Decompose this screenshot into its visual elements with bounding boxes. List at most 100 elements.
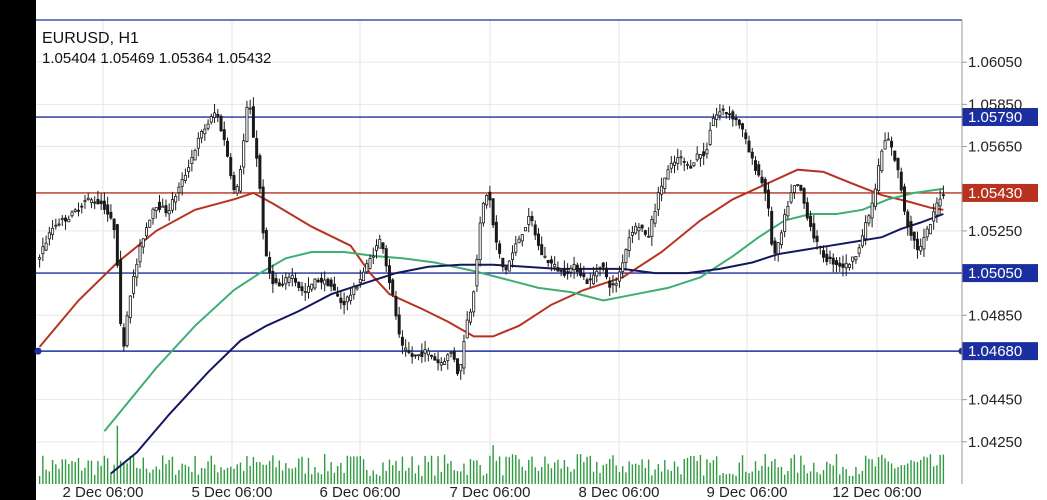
candle-body: [206, 123, 210, 129]
candle-body: [80, 205, 84, 208]
candle-body: [332, 283, 336, 291]
candle-body: [566, 271, 570, 275]
candle-body: [851, 256, 855, 262]
candle-body: [41, 246, 45, 255]
candle-body: [728, 113, 732, 116]
candle-body: [575, 264, 579, 273]
candle-body: [899, 171, 903, 191]
candle-body: [413, 354, 417, 357]
candle-body: [115, 224, 119, 266]
candle-body: [543, 255, 547, 258]
candle-body: [935, 202, 939, 216]
candle-body: [799, 184, 803, 191]
candle-body: [177, 186, 181, 194]
candle-body: [106, 204, 110, 215]
candle-body: [122, 327, 126, 347]
candle-body: [151, 208, 155, 220]
candle-body: [60, 217, 64, 220]
candle-body: [546, 259, 550, 263]
candle-body: [925, 228, 929, 238]
candle-body: [128, 295, 132, 318]
candle-body: [245, 106, 249, 142]
candle-body: [141, 238, 145, 248]
candle-body: [909, 221, 913, 236]
candle-body: [870, 202, 874, 219]
candle-body: [582, 273, 586, 278]
candle-body: [410, 353, 414, 357]
candle-body: [621, 262, 625, 272]
candle-body: [630, 231, 634, 236]
candle-body: [818, 246, 822, 248]
candle-body: [501, 257, 505, 268]
candle-body: [669, 162, 673, 169]
candle-body: [135, 263, 139, 278]
candle-body: [336, 293, 340, 297]
candle-body: [112, 218, 116, 231]
candle-body: [588, 278, 592, 281]
candle-body: [475, 259, 479, 287]
x-tick-label: 2 Dec 06:00: [63, 484, 144, 500]
symbol-label: EURUSD, H1: [42, 30, 139, 47]
level-label: 1.05050: [968, 265, 1022, 282]
candle-body: [685, 163, 689, 166]
candle-body: [695, 153, 699, 161]
level-tag: [962, 342, 1038, 361]
candle-body: [358, 278, 362, 283]
candle-body: [770, 210, 774, 245]
candle-body: [255, 138, 259, 159]
candle-body: [443, 361, 447, 365]
candle-body: [180, 179, 184, 187]
candle-body: [102, 200, 106, 210]
candle-body: [132, 276, 136, 294]
candle-body: [676, 157, 680, 164]
candle-body: [932, 211, 936, 222]
candle-body: [689, 165, 693, 169]
candle-body: [647, 235, 651, 238]
candle-body: [498, 243, 502, 254]
candle-body: [96, 199, 100, 205]
candle-body: [303, 291, 307, 293]
candle-body: [472, 291, 476, 313]
candle-body: [203, 128, 207, 135]
horizontal-levels: 1.05790 1.05430 1.05050 1.04680: [34, 108, 1038, 361]
candle-body: [553, 263, 557, 268]
candle-body: [258, 155, 262, 189]
candle-body: [352, 286, 356, 295]
candle-body: [754, 160, 758, 171]
candle-body: [673, 161, 677, 166]
candle-body: [682, 160, 686, 163]
candle-body: [805, 202, 809, 219]
candle-body: [138, 245, 142, 263]
y-tick-label: 1.04250: [968, 434, 1022, 451]
candle-body: [809, 215, 813, 227]
candle-body: [786, 206, 790, 217]
candle-body: [446, 354, 450, 361]
candle-body: [579, 268, 583, 276]
candle-body: [319, 277, 323, 283]
candle-body: [559, 270, 563, 272]
candle-body: [708, 129, 712, 145]
candle-body: [439, 362, 443, 366]
candle-body: [47, 232, 51, 240]
time-axis: 2 Dec 06:00 5 Dec 06:00 6 Dec 06:00 7 Dec 0…: [63, 484, 922, 500]
candle-body: [125, 315, 129, 346]
candle-body: [371, 255, 375, 258]
candle-body: [391, 279, 395, 295]
candle-body: [407, 350, 411, 353]
level-anchor-left: [34, 347, 42, 355]
candle-body: [287, 276, 291, 283]
candle-body: [167, 210, 171, 215]
level-label: 1.05430: [968, 185, 1022, 202]
candle-body: [679, 156, 683, 159]
candle-body: [452, 351, 456, 360]
candle-body: [530, 216, 534, 222]
candle-body: [789, 192, 793, 203]
candle-body: [734, 117, 738, 121]
candle-body: [488, 191, 492, 201]
x-tick-label: 8 Dec 06:00: [579, 484, 660, 500]
candle-body: [540, 244, 544, 256]
level-tag: [962, 264, 1038, 283]
candle-body: [145, 227, 149, 237]
